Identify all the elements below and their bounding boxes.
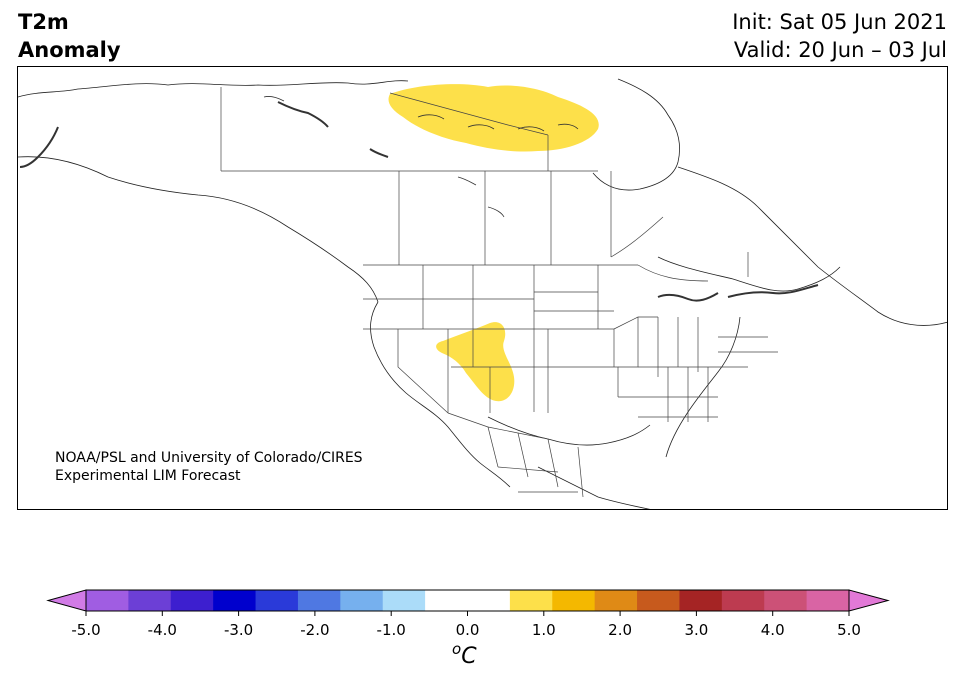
colorbar-tick-label: -5.0 [71,621,100,639]
arctic-islands [263,96,579,218]
title-line-1: T2m [18,10,69,34]
colorbar-tick-label: -2.0 [300,621,329,639]
colorbar-tick-label: 5.0 [837,621,861,639]
colorbar-swatches [46,589,890,612]
map-svg [18,78,947,509]
colorbar-swatch [86,590,129,611]
credit-line-1: NOAA/PSL and University of Colorado/CIRE… [55,450,363,466]
title-line-2: Anomaly [18,38,121,62]
colorbar-unit: oC [452,640,477,669]
anomaly-region-arctic [388,84,599,152]
colorbar-tick-label: -3.0 [224,621,253,639]
credit-line-2: Experimental LIM Forecast [55,468,241,484]
colorbar: -5.0 -4.0 -3.0 -2.0 -1.0 0.0 1.0 2.0 3.0 4.0 5.0 [46,589,890,639]
colorbar-swatch [764,590,808,611]
colorbar-tick-label: -4.0 [148,621,177,639]
forecast-dates: Init: Sat 05 Jun 2021 Valid: 20 Jun – 03… [732,8,947,64]
colorbar-swatch [552,590,596,611]
colorbar-swatch [255,590,299,611]
colorbar-swatch [340,590,384,611]
map-title: T2m Anomaly [18,8,121,64]
map-panel [17,66,948,510]
colorbar-swatch [637,590,680,611]
colorbar-swatch [594,590,638,611]
colorbar-min-arrow [46,589,87,612]
colorbar-swatch [679,590,723,611]
credit-text: NOAA/PSL and University of Colorado/CIRE… [55,449,363,485]
colorbar-tick-label: -1.0 [377,621,406,639]
colorbar-swatch [170,590,214,611]
init-date: Init: Sat 05 Jun 2021 [732,10,947,34]
degree-symbol: o [452,640,462,658]
coastlines [18,78,947,509]
colorbar-swatch [721,590,765,611]
colorbar-swatch [425,590,468,611]
colorbar-swatch [509,590,553,611]
colorbar-max-arrow [848,589,890,612]
valid-period: Valid: 20 Jun – 03 Jul [733,38,947,62]
unit-letter: C [461,644,477,669]
colorbar-tick-label: 0.0 [456,621,480,639]
political-boundaries [220,87,778,498]
colorbar-swatch [382,590,426,611]
colorbar-swatch [467,590,511,611]
colorbar-tick-label: 4.0 [761,621,785,639]
colorbar-swatch [806,590,850,611]
colorbar-tick-label: 3.0 [684,621,708,639]
colorbar-swatch [128,590,172,611]
anomaly-region-southwest [436,322,515,402]
lakes [19,101,819,302]
colorbar-tick-label: 2.0 [608,621,632,639]
colorbar-tick-label: 1.0 [532,621,556,639]
colorbar-swatch [213,590,257,611]
colorbar-ticks: -5.0 -4.0 -3.0 -2.0 -1.0 0.0 1.0 2.0 3.0 4.0 5.0 [71,611,861,639]
colorbar-swatch [297,590,341,611]
